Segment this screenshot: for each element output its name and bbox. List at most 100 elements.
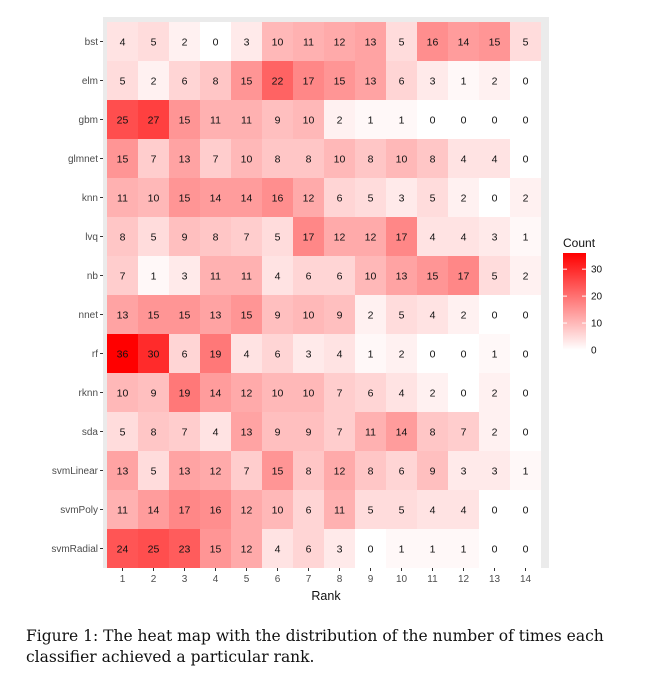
cell-value-bst-11: 16: [427, 37, 439, 49]
heatmap-cell-svmPoly-6: [262, 490, 293, 529]
cell-value-rf-1: 36: [117, 349, 129, 361]
heatmap-cell-knn-7: [293, 178, 324, 217]
heatmap-cell-nb-12: [448, 256, 479, 295]
cell-value-svmPoly-9: 5: [368, 505, 374, 517]
cell-value-svmPoly-7: 6: [306, 505, 312, 517]
heatmap-cell-glmnet-13: [479, 139, 510, 178]
heatmap-cell-elm-13: [479, 61, 510, 100]
heatmap-cell-glmnet-7: [293, 139, 324, 178]
cell-value-bst-2: 5: [151, 37, 157, 49]
heatmap-cell-svmPoly-8: [324, 490, 355, 529]
heatmap-cell-nb-8: [324, 256, 355, 295]
cell-value-svmLinear-12: 3: [461, 466, 467, 478]
cell-value-nnet-5: 15: [241, 310, 253, 322]
cell-value-glmnet-13: 4: [492, 154, 498, 166]
cell-value-knn-8: 6: [337, 193, 343, 205]
heatmap-cell-glmnet-2: [138, 139, 169, 178]
cell-value-glmnet-7: 8: [306, 154, 312, 166]
cell-value-elm-1: 5: [120, 76, 126, 88]
heatmap-cells: [107, 22, 541, 568]
cell-value-svmPoly-14: 0: [523, 505, 529, 517]
cell-value-glmnet-10: 10: [396, 154, 408, 166]
legend-ticks: 0 10 20 30: [563, 265, 603, 357]
legend-tick-label-20: 20: [591, 292, 603, 303]
cell-value-bst-12: 14: [458, 37, 470, 49]
heatmap-cell-glmnet-1: [107, 139, 138, 178]
y-tick-label-svmRadial: svmRadial: [51, 544, 98, 555]
cell-value-nb-3: 3: [182, 271, 188, 283]
heatmap-cell-bst-1: [107, 22, 138, 61]
cell-value-elm-14: 0: [523, 76, 529, 88]
heatmap-cell-nnet-1: [107, 295, 138, 334]
x-tick-label-11: 11: [427, 574, 438, 585]
heatmap-cell-svmPoly-1: [107, 490, 138, 529]
cell-value-nnet-9: 2: [368, 310, 374, 322]
cell-value-rknn-8: 7: [337, 388, 343, 400]
cell-value-nb-14: 2: [523, 271, 529, 283]
y-tick-label-knn: knn: [82, 193, 98, 204]
heatmap-cell-nnet-14: [510, 295, 541, 334]
heatmap-cell-knn-14: [510, 178, 541, 217]
heatmap-cell-nb-2: [138, 256, 169, 295]
cell-value-bst-13: 15: [489, 37, 501, 49]
cell-value-sda-3: 7: [182, 427, 188, 439]
heatmap-cell-nb-4: [200, 256, 231, 295]
cell-value-rf-13: 1: [492, 349, 498, 361]
cell-value-gbm-4: 11: [210, 115, 221, 127]
cell-value-nb-9: 10: [365, 271, 377, 283]
heatmap-cell-svmLinear-6: [262, 451, 293, 490]
cell-value-svmLinear-11: 9: [430, 466, 436, 478]
heatmap-cell-svmLinear-9: [355, 451, 386, 490]
heatmap-cell-gbm-2: [138, 100, 169, 139]
heatmap-cell-glmnet-10: [386, 139, 417, 178]
heatmap-cell-elm-4: [200, 61, 231, 100]
cell-value-nb-10: 13: [396, 271, 408, 283]
heatmap-cell-rknn-4: [200, 373, 231, 412]
cell-value-rknn-4: 14: [210, 388, 222, 400]
legend-tick-label-10: 10: [591, 319, 603, 330]
cell-value-rknn-2: 9: [151, 388, 157, 400]
heatmap-cell-lvq-3: [169, 217, 200, 256]
heatmap-cell-nb-5: [231, 256, 262, 295]
heatmap-cell-svmPoly-4: [200, 490, 231, 529]
heatmap-cell-svmLinear-11: [417, 451, 448, 490]
cell-value-svmRadial-8: 3: [337, 544, 343, 556]
cell-value-svmRadial-11: 1: [430, 544, 436, 556]
cell-value-lvq-13: 3: [492, 232, 498, 244]
legend-title: Count: [563, 236, 596, 250]
heatmap-cell-knn-4: [200, 178, 231, 217]
cell-value-elm-13: 2: [492, 76, 498, 88]
heatmap-cell-elm-9: [355, 61, 386, 100]
cell-value-svmRadial-2: 25: [148, 544, 160, 556]
cell-value-gbm-11: 0: [430, 115, 436, 127]
cell-value-svmRadial-6: 4: [275, 544, 281, 556]
heatmap-cell-nb-7: [293, 256, 324, 295]
heatmap-cell-svmRadial-7: [293, 529, 324, 568]
heatmap-cell-nnet-13: [479, 295, 510, 334]
cell-value-rf-4: 19: [210, 349, 222, 361]
cell-value-rknn-7: 10: [303, 388, 315, 400]
heatmap-cell-elm-8: [324, 61, 355, 100]
cell-value-glmnet-11: 8: [430, 154, 436, 166]
cell-value-nb-5: 11: [241, 271, 252, 283]
cell-value-lvq-7: 17: [303, 232, 315, 244]
cell-value-gbm-9: 1: [368, 115, 374, 127]
heatmap-cell-svmLinear-5: [231, 451, 262, 490]
cell-value-nb-4: 11: [210, 271, 221, 283]
heatmap-cell-knn-8: [324, 178, 355, 217]
cell-value-sda-4: 4: [213, 427, 219, 439]
heatmap-cell-svmRadial-5: [231, 529, 262, 568]
cell-value-nnet-2: 15: [148, 310, 160, 322]
cell-value-rf-12: 0: [461, 349, 467, 361]
heatmap-cell-gbm-3: [169, 100, 200, 139]
cell-value-glmnet-5: 10: [241, 154, 253, 166]
cell-value-lvq-1: 8: [120, 232, 126, 244]
heatmap-cell-svmPoly-14: [510, 490, 541, 529]
cell-value-svmLinear-9: 8: [368, 466, 374, 478]
heatmap-cell-elm-1: [107, 61, 138, 100]
heatmap-cell-rknn-11: [417, 373, 448, 412]
cell-value-sda-7: 9: [306, 427, 312, 439]
heatmap-cell-knn-10: [386, 178, 417, 217]
cell-value-lvq-14: 1: [523, 232, 529, 244]
heatmap-cell-sda-8: [324, 412, 355, 451]
